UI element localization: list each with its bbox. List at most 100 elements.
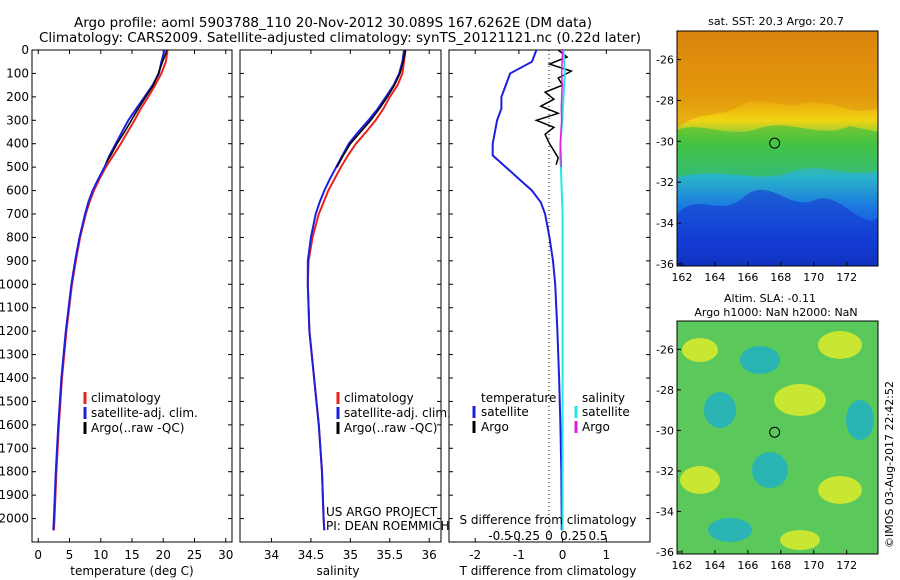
series-line [306, 49, 407, 531]
x-tick-label: -1 [513, 548, 525, 562]
x-tick-label: 35.5 [376, 548, 403, 562]
s-tick-label: -0.25 [509, 529, 540, 543]
y-tick-label: 2000 [0, 512, 29, 526]
y-tick-label: 1700 [0, 441, 29, 455]
y-tick-label: 800 [6, 230, 29, 244]
y-tick-label: -28 [656, 94, 674, 107]
x-tick-label: 0 [34, 548, 42, 562]
title-line-2: Climatology: CARS2009. Satellite-adjuste… [39, 30, 641, 46]
salinity-xlabel: salinity [316, 564, 359, 578]
y-tick-label: -28 [656, 384, 674, 397]
legend-s-argo-label: Argo [582, 420, 610, 434]
sla-field [677, 321, 878, 554]
legend-salinity-title: salinity [582, 391, 625, 405]
temperature-legend: climatology satellite-adj. clim. Argo(..… [83, 391, 198, 435]
x-tick-label: 164 [704, 271, 725, 284]
sla-blob [818, 331, 862, 359]
temperature-axes: 0100200300400500600700800900100011001200… [0, 43, 233, 562]
sla-blob [818, 476, 862, 504]
y-tick-label: 500 [6, 160, 29, 174]
sla-blob [680, 466, 720, 494]
sla-blob [846, 400, 874, 440]
salinity-plot-frame [239, 49, 442, 543]
legend-satellite-label: satellite-adj. clim. [91, 406, 198, 420]
y-tick-label: -36 [656, 546, 674, 559]
y-tick-label: -30 [656, 135, 674, 148]
y-tick-label: 1200 [0, 324, 29, 338]
sla-map-frame [676, 320, 879, 555]
x-tick-label: 34 [264, 548, 279, 562]
y-tick-label: 1100 [0, 301, 29, 315]
y-tick-label: 100 [6, 66, 29, 80]
sst-map-frame [676, 30, 879, 267]
series-line [559, 49, 564, 168]
series-line [534, 49, 574, 166]
y-tick-label: 900 [6, 254, 29, 268]
series-line [336, 49, 407, 168]
argo-location-marker [769, 426, 781, 438]
sla-blob [752, 452, 788, 488]
x-tick-label: 170 [803, 271, 824, 284]
difference-t-xlabel: T difference from climatology [459, 564, 637, 578]
y-tick-label: -30 [656, 424, 674, 437]
series-line [52, 49, 166, 531]
x-tick-label: 30 [218, 548, 233, 562]
y-tick-label: 200 [6, 90, 29, 104]
x-tick-label: 170 [803, 559, 824, 572]
s-tick-label: 0.25 [560, 529, 587, 543]
x-tick-label: 168 [770, 271, 791, 284]
x-tick-label: 36 [422, 548, 437, 562]
imos-timestamp: ©IMOS 03-Aug-2017 22:42:52 [883, 381, 896, 548]
temperature-xlabel: temperature (deg C) [70, 564, 193, 578]
s-tick-label: 0.5 [588, 529, 607, 543]
y-tick-label: 1300 [0, 348, 29, 362]
legend-temperature-title: temperature [481, 391, 556, 405]
x-tick-label: 5 [66, 548, 74, 562]
y-tick-label: -32 [656, 176, 674, 189]
y-tick-label: -26 [656, 54, 674, 67]
x-tick-label: -2 [469, 548, 481, 562]
salinity-lines [306, 49, 407, 531]
sla-map-axes: 162 164 166 168 170 172 -26 -28 -30 -32 -34 -36 [656, 343, 857, 572]
sla-map-subtitle: Argo h1000: NaN h2000: NaN [694, 306, 857, 319]
sst-green-band [677, 125, 878, 178]
temperature-panel: 0100200300400500600700800900100011001200… [0, 43, 233, 578]
sst-cool-tongue [677, 189, 878, 266]
title-line-1: Argo profile: aoml 5903788_110 20-Nov-20… [74, 15, 592, 31]
sst-map-axes: 162 164 166 168 170 172 -26 -28 -30 -32 -34 -36 [656, 54, 857, 284]
y-tick-label: 400 [6, 137, 29, 151]
argo-location-marker [769, 137, 781, 149]
y-tick-label: 1500 [0, 394, 29, 408]
legend-climatology-label: climatology [91, 391, 161, 405]
x-tick-label: 15 [124, 548, 139, 562]
x-tick-label: 166 [737, 271, 758, 284]
x-tick-label: 172 [836, 559, 857, 572]
difference-axes: -2 -1 0 1 [449, 49, 650, 562]
x-tick-label: 166 [737, 559, 758, 572]
sla-blob [774, 384, 826, 416]
temperature-lines [52, 49, 169, 531]
difference-s-xlabel: S difference from climatology [460, 513, 637, 527]
sla-blob [740, 346, 780, 374]
salinity-axes: 34 34.5 35 35.5 36 [240, 49, 441, 562]
y-tick-label: -34 [656, 217, 674, 230]
sst-map: sat. SST: 20.3 Argo: 20.7 162 164 166 168 17… [656, 15, 879, 284]
sla-blob [708, 518, 752, 542]
difference-s-ticklabels: -0.5-0.25 0 0.25 0.5 [488, 529, 607, 543]
s-tick-label: 0 [545, 529, 553, 543]
salinity-panel: 34 34.5 35 35.5 36 salinity climatology sate… [239, 49, 451, 578]
sla-blobs [680, 331, 874, 550]
difference-legend: temperature salinity satellite Argo sate… [472, 391, 630, 434]
x-tick-label: 168 [770, 559, 791, 572]
y-tick-label: -26 [656, 343, 674, 356]
sla-blob [682, 338, 718, 362]
y-tick-label: 0 [21, 43, 29, 57]
y-tick-label: 1600 [0, 418, 29, 432]
salinity-legend: climatology satellite-adj. clim. Argo(..… [336, 391, 451, 435]
sst-warm-front [677, 31, 878, 128]
y-tick-label: 600 [6, 184, 29, 198]
legend-argo-label: Argo(..raw -QC) [91, 421, 184, 435]
x-tick-label: 10 [93, 548, 108, 562]
y-tick-label: 1000 [0, 277, 29, 291]
